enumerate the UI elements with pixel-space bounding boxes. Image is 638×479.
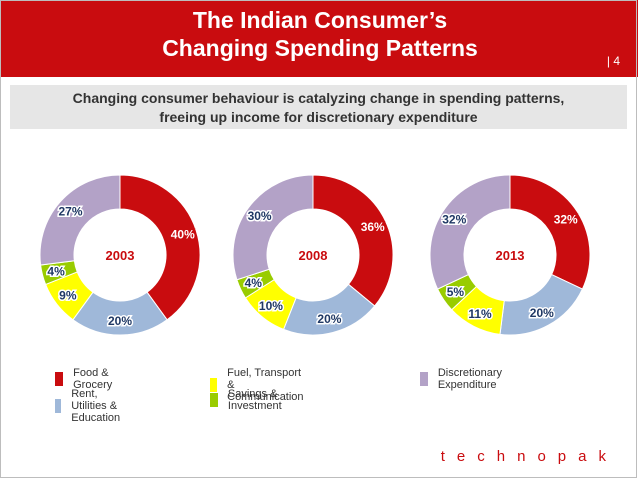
legend-item-discretionary: Discretionary Expenditure <box>420 367 508 391</box>
donut-2013-label-food: 32% <box>554 213 578 227</box>
donut-2003-label-savings: 4% <box>47 264 65 278</box>
donut-2013-label-fuel: 11% <box>468 307 492 321</box>
donut-2008-label-rent: 20% <box>317 312 341 326</box>
legend-label-savings: Savings & Investment <box>227 388 282 412</box>
title-line-1: The Indian Consumer’s <box>192 7 448 33</box>
donut-2013-slice-food <box>509 174 591 290</box>
donut-2013-label-discretionary: 32% <box>442 213 466 227</box>
donut-2013-year-label: 2013 <box>496 248 525 263</box>
legend-item-food: Food & Grocery <box>55 367 118 391</box>
donut-2008-slice-discretionary <box>232 174 314 281</box>
donut-2008-label-savings: 4% <box>245 276 263 290</box>
page-number: | 4 <box>606 54 620 68</box>
donut-charts: 40% 20% 9% 4% 27% 2003 36% 20% 10% 4% 30% 2008 32% 20… <box>39 174 591 336</box>
donut-2003-label-fuel: 9% <box>59 288 77 302</box>
donut-2003-slice-discretionary <box>39 174 121 266</box>
donut-2013-label-savings: 5% <box>447 285 465 299</box>
donut-2008-year-label: 2008 <box>299 248 328 263</box>
donut-2003-year-label: 2003 <box>106 248 135 263</box>
legend-label-discretionary: Discretionary Expenditure <box>437 367 503 391</box>
title-line-2: Changing Spending Patterns <box>162 35 478 61</box>
legend-swatch-food <box>55 372 64 386</box>
legend-label-rent: Rent, Utilities & Education <box>71 388 121 424</box>
donut-2008-slice-food <box>312 174 394 307</box>
legend-label-fuel: Fuel, Transport & Communication <box>227 367 304 403</box>
donut-2008-label-discretionary: 30% <box>248 209 272 223</box>
donut-2008-label-food: 36% <box>361 220 385 234</box>
subtitle-box: Changing consumer behaviour is catalyzin… <box>10 85 627 129</box>
donut-2013-slice-discretionary <box>429 174 511 290</box>
legend-swatch-fuel <box>210 378 218 392</box>
donut-2008-label-fuel: 10% <box>259 299 283 313</box>
page-title: The Indian Consumer’s Changing Spending … <box>110 6 530 62</box>
brand-logo-text: technopak <box>440 448 618 465</box>
legend-swatch-discretionary <box>420 372 428 386</box>
donut-2003-label-discretionary: 27% <box>58 204 82 218</box>
legend-swatch-rent <box>55 399 62 413</box>
subtitle-line-2: freeing up income for discretionary expe… <box>159 109 478 125</box>
legend-item-rent: Rent, Utilities & Education <box>55 388 128 424</box>
donut-2003-label-food: 40% <box>171 228 195 242</box>
legend-item-fuel: Fuel, Transport & Communication <box>210 367 310 403</box>
subtitle-line-1: Changing consumer behaviour is catalyzin… <box>72 90 565 106</box>
donut-2003-slice-food <box>119 174 201 321</box>
donut-2013-label-rent: 20% <box>530 306 554 320</box>
legend-label-food: Food & Grocery <box>73 367 113 391</box>
header-bar: The Indian Consumer’s Changing Spending … <box>0 0 638 77</box>
legend-item-savings: Savings & Investment <box>210 388 288 412</box>
donut-2013-slice-rent <box>499 273 584 336</box>
legend-swatch-savings <box>210 393 218 407</box>
donut-2003-label-rent: 20% <box>108 314 132 328</box>
